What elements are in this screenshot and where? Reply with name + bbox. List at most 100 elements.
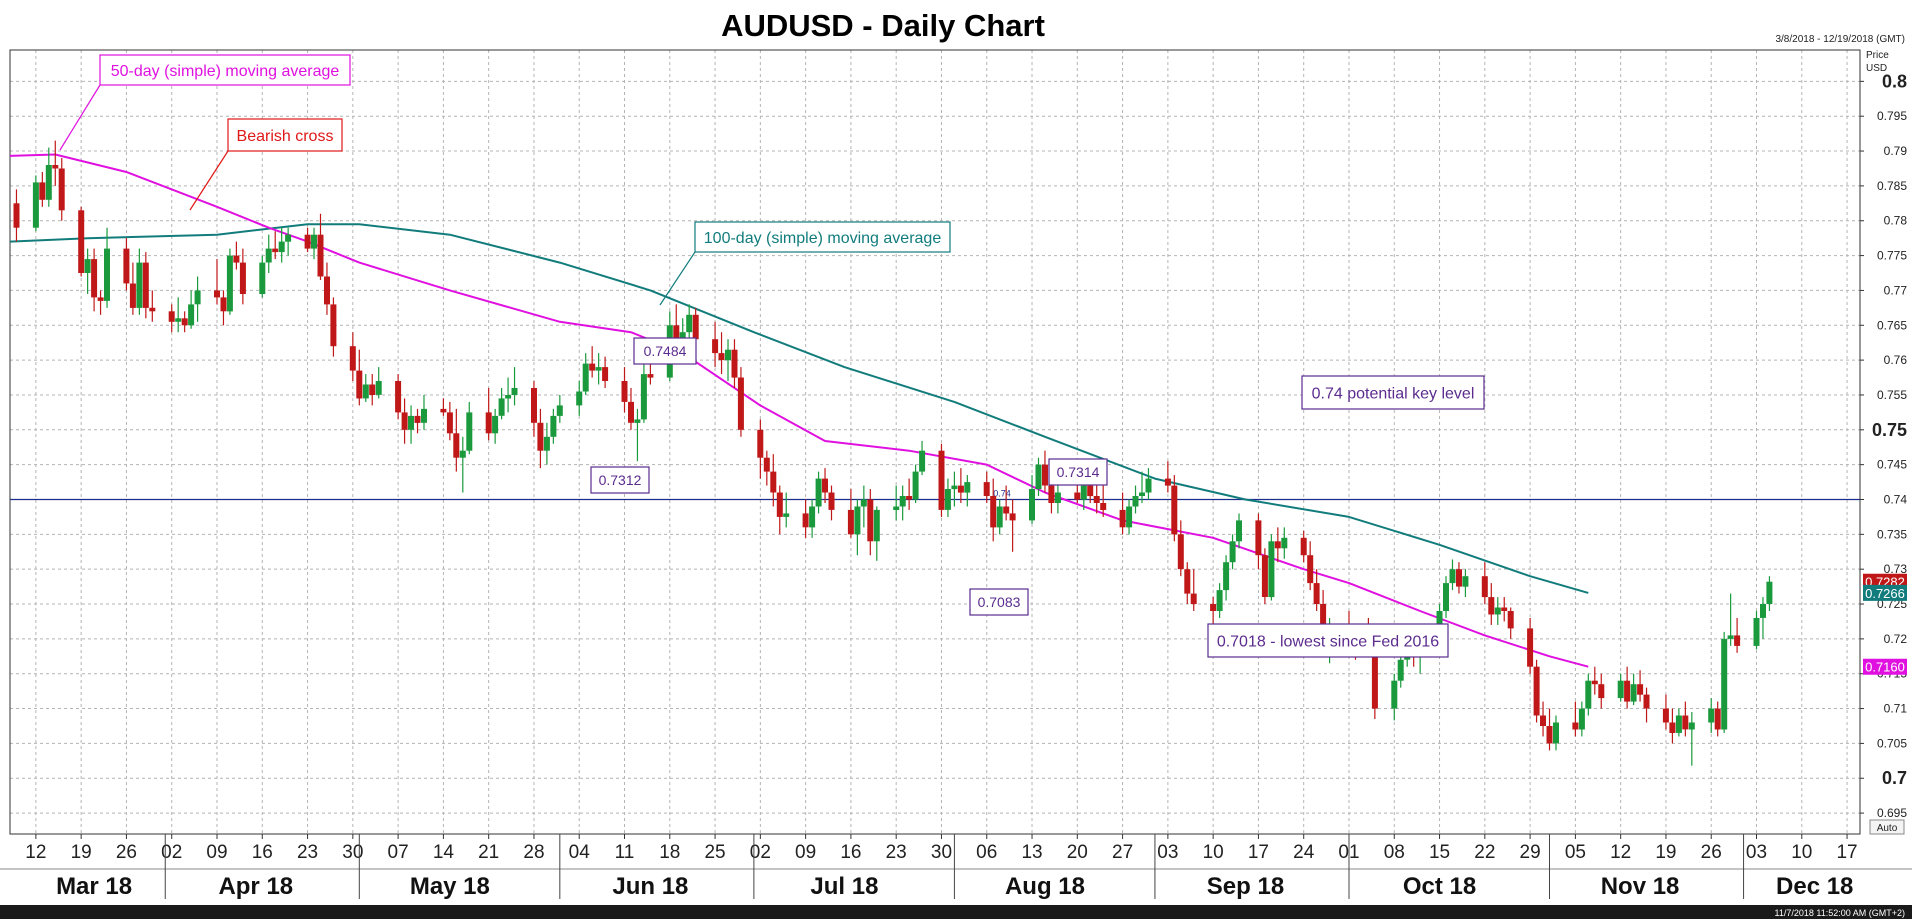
candle [414, 408, 421, 434]
candle [369, 374, 376, 406]
candle [1578, 701, 1585, 737]
x-tick-label: 12 [25, 842, 46, 863]
auto-button[interactable]: Auto [1869, 819, 1905, 835]
x-tick-label: 25 [704, 842, 725, 863]
candle [220, 290, 227, 326]
candle [1255, 513, 1262, 570]
plot-area-border [9, 49, 1861, 835]
candle [776, 485, 783, 535]
annotation-ma100-label: 100-day (simple) moving average [659, 221, 951, 306]
candle [815, 471, 822, 514]
candle [576, 381, 583, 416]
candle [1184, 562, 1191, 605]
candle [1643, 687, 1650, 723]
candle [1462, 569, 1469, 598]
x-tick-label: 30 [342, 842, 363, 863]
candle [757, 419, 764, 479]
x-tick-label: 29 [1520, 842, 1541, 863]
candle [938, 443, 945, 517]
candle [13, 189, 20, 242]
candle [1397, 652, 1404, 688]
y-tick-label: 0.77 [1884, 283, 1908, 297]
candle [1682, 701, 1689, 737]
candle [272, 231, 279, 260]
candle [964, 475, 971, 507]
annotation-low-0.7018: 0.7018 - lowest since Fed 2016 [1207, 623, 1449, 658]
candle [854, 499, 861, 556]
candle [32, 175, 39, 232]
candle [1734, 617, 1741, 653]
candle [556, 394, 563, 423]
annotation-low-0.7083: 0.7083 [969, 588, 1029, 616]
x-tick-label: 18 [659, 842, 680, 863]
candle [595, 353, 602, 385]
candle [1139, 471, 1145, 503]
y-tick-label: 0.8 [1882, 71, 1907, 91]
candle [356, 349, 363, 406]
candle [1307, 541, 1314, 591]
annotation-text: 0.7083 [978, 594, 1021, 610]
x-month-label: Mar 18 [56, 873, 132, 900]
candle [912, 464, 919, 503]
ma50-line [9, 153, 1589, 668]
candle [498, 387, 505, 420]
x-tick-label: 23 [297, 842, 318, 863]
candle [957, 468, 964, 503]
x-month-label: Oct 18 [1403, 873, 1476, 900]
candle [550, 408, 557, 444]
candle [1042, 450, 1048, 493]
x-tick-label: 28 [523, 842, 544, 863]
annotation-text: 0.7018 - lowest since Fed 2016 [1217, 633, 1439, 650]
x-month-label: Aug 18 [1005, 873, 1085, 900]
candle [123, 238, 130, 291]
candle [867, 489, 874, 556]
y-tick-label: 0.755 [1877, 388, 1907, 402]
candle [1456, 562, 1462, 594]
y-tick-label: 0.785 [1877, 179, 1907, 193]
candle [1009, 499, 1016, 552]
price-badge-ma50: 0.7160 [1863, 658, 1907, 675]
y-tick-label: 0.78 [1884, 214, 1908, 228]
candle [1126, 499, 1133, 535]
candle [1714, 701, 1721, 737]
candles [13, 140, 1773, 766]
candle [1624, 666, 1631, 709]
x-tick-label: 05 [1565, 842, 1586, 863]
y-tick-label: 0.79 [1884, 144, 1908, 158]
x-tick-label: 03 [1157, 842, 1178, 863]
candle [45, 147, 52, 207]
x-tick-label: 11 [615, 842, 635, 863]
y-tick-label: 0.695 [1877, 806, 1907, 820]
y-tick-label: 0.7 [1882, 768, 1907, 788]
x-tick-label: 16 [252, 842, 273, 863]
annotation-text: 0.74 potential key level [1312, 385, 1475, 402]
annotation-text: 100-day (simple) moving average [704, 230, 942, 247]
candle [1300, 530, 1307, 563]
x-tick-label: 21 [478, 842, 499, 863]
candle [1669, 708, 1676, 744]
x-tick-label: 08 [1384, 842, 1405, 863]
candle [712, 321, 719, 368]
annotations: 50-day (simple) moving average Bearish cr… [59, 54, 1485, 658]
x-tick-label: 02 [750, 842, 771, 863]
candle [1630, 673, 1637, 706]
candle [1501, 597, 1508, 622]
candle [718, 332, 725, 375]
candle [1527, 617, 1534, 674]
x-tick-label: 04 [569, 842, 591, 863]
x-tick-label: 24 [1293, 842, 1315, 863]
x-month-label: Dec 18 [1776, 873, 1853, 900]
axis-title-usd: USD [1866, 63, 1887, 74]
ma100-series [9, 223, 1589, 594]
y-tick-label: 0.73 [1884, 562, 1908, 576]
x-tick-label: 09 [206, 842, 227, 863]
candle [317, 213, 324, 280]
candle [1391, 673, 1398, 721]
x-tick-label: 16 [840, 842, 861, 863]
candle [136, 248, 143, 315]
annotation-high-0.7314: 0.7314 [1048, 458, 1108, 486]
candle [1236, 513, 1242, 549]
y-tick-label: 0.71 [1884, 702, 1908, 716]
x-tick-label: 07 [388, 842, 409, 863]
annotation-text: 0.7484 [644, 343, 687, 359]
